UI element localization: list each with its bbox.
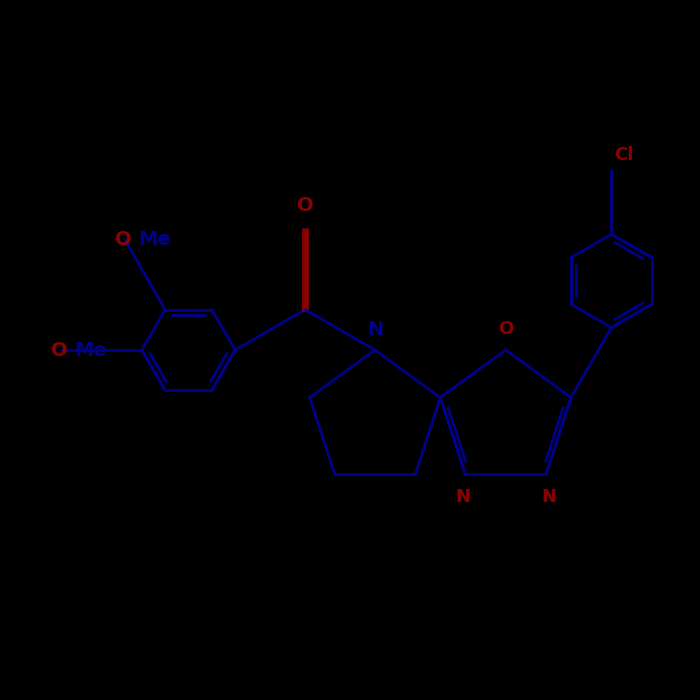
Text: O: O [297,197,314,216]
Text: N: N [455,488,470,506]
Text: Cl: Cl [614,146,634,164]
Text: O: O [115,230,131,249]
Text: N: N [541,488,556,506]
Text: Me: Me [138,230,171,249]
Text: Me: Me [74,340,107,360]
Text: O: O [51,340,67,360]
Text: N: N [367,320,383,340]
Text: O: O [498,320,513,338]
